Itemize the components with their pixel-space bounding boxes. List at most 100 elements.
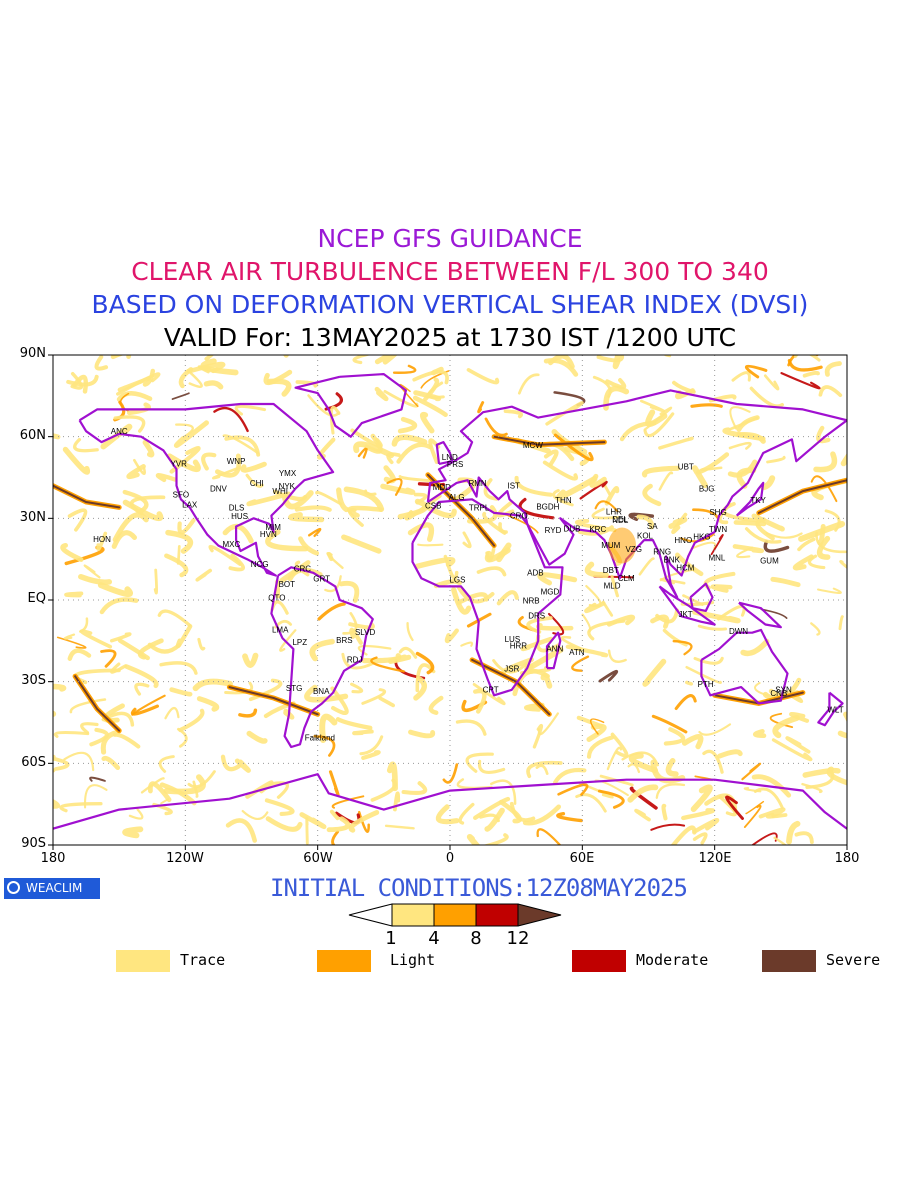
turbulence-streak — [234, 758, 251, 773]
turbulence-streak — [317, 602, 346, 621]
turbulence-streak — [702, 749, 724, 774]
turbulence-streak — [658, 436, 694, 450]
turbulence-streak — [498, 522, 508, 534]
turbulence-streak — [129, 495, 166, 516]
turbulence-streak — [810, 475, 838, 503]
turbulence-streak — [242, 652, 259, 668]
y-tick-60n: 60N — [19, 428, 46, 443]
station-label: RDJ — [347, 655, 363, 664]
turbulence-streak — [163, 774, 206, 795]
turbulence-streak — [294, 505, 332, 512]
turbulence-streak — [584, 561, 609, 578]
turbulence-streak — [79, 617, 89, 633]
turbulence-streak — [101, 755, 121, 771]
turbulence-streak — [455, 719, 487, 736]
turbulence-streak — [665, 758, 679, 777]
turbulence-streak — [818, 385, 843, 398]
turbulence-streak — [83, 564, 101, 579]
station-label: THN — [555, 496, 572, 505]
turbulence-streak — [329, 405, 341, 435]
jet-streak-core — [757, 479, 847, 514]
turbulence-streak — [117, 376, 152, 392]
y-tick-30n: 30N — [19, 510, 46, 525]
turbulence-streak — [725, 795, 744, 820]
coastline — [411, 498, 564, 697]
turbulence-streak — [341, 534, 382, 554]
turbulence-streak — [59, 802, 103, 813]
station-label: VZG — [625, 545, 641, 554]
turbulence-streak — [175, 423, 194, 438]
turbulence-streak — [222, 523, 254, 544]
turbulence-streak — [460, 641, 474, 647]
turbulence-streak — [73, 437, 99, 453]
turbulence-streak — [374, 355, 398, 365]
turbulence-streak — [404, 494, 442, 521]
turbulence-streak — [771, 738, 813, 762]
turbulence-streak — [53, 799, 60, 809]
turbulence-streak — [545, 401, 584, 426]
turbulence-streak — [597, 789, 625, 809]
turbulence-streak — [672, 640, 693, 656]
turbulence-streak — [594, 500, 619, 513]
turbulence-streak — [557, 783, 589, 796]
turbulence-streak — [520, 636, 554, 652]
x-tick-120w: 120W — [166, 851, 204, 866]
turbulence-streak — [324, 392, 343, 411]
turbulence-streak — [122, 489, 149, 515]
turbulence-streak — [692, 508, 719, 520]
turbulence-streak — [361, 750, 381, 760]
turbulence-streak — [347, 505, 383, 518]
turbulence-streak — [692, 609, 741, 624]
title-valid-time: VALID For: 13MAY2025 at 1730 IST /1200 U… — [163, 323, 737, 352]
turbulence-streak — [208, 544, 242, 566]
turbulence-streak — [100, 649, 117, 668]
turbulence-streak — [840, 452, 847, 467]
turbulence-streak — [313, 734, 336, 757]
turbulence-streak — [269, 781, 289, 799]
turbulence-streak — [692, 817, 720, 834]
turbulence-streak — [112, 732, 141, 749]
turbulence-streak — [326, 816, 351, 833]
turbulence-streak — [575, 793, 607, 813]
turbulence-streak — [466, 368, 500, 385]
coastline — [270, 566, 374, 749]
turbulence-streak — [591, 507, 619, 520]
turbulence-streak — [72, 374, 89, 394]
turbulence-streak — [601, 600, 614, 617]
weaclim-logo[interactable]: WEACLIM — [4, 878, 100, 899]
colorbar-label-12: 12 — [506, 928, 530, 949]
turbulence-streak — [732, 544, 765, 554]
turbulence-streak — [305, 816, 309, 845]
turbulence-streak — [97, 582, 134, 598]
turbulence-streak — [628, 512, 655, 521]
turbulence-streak — [663, 727, 686, 746]
station-label: WHI — [272, 487, 288, 496]
turbulence-streak — [729, 416, 759, 431]
turbulence-streak — [131, 694, 166, 716]
turbulence-streak — [349, 627, 363, 645]
turbulence-streak — [802, 767, 841, 778]
turbulence-streak — [407, 522, 435, 542]
turbulence-streak — [579, 480, 608, 500]
station-label: NDL — [612, 516, 629, 525]
turbulence-streak — [794, 831, 814, 845]
turbulence-streak — [514, 475, 553, 497]
turbulence-streak — [465, 752, 494, 773]
turbulence-streak — [681, 808, 715, 821]
turbulence-streak — [350, 428, 383, 449]
station-label: LAX — [182, 500, 198, 509]
station-label: DUB — [564, 524, 581, 533]
coastline — [735, 481, 765, 517]
turbulence-streak — [645, 409, 668, 427]
turbulence-streak — [212, 466, 241, 480]
turbulence-streak — [543, 358, 579, 377]
turbulence-streak — [60, 543, 84, 562]
turbulence-streak — [431, 366, 444, 376]
turbulence-streak — [655, 783, 686, 799]
station-label: BRS — [336, 636, 352, 645]
coastline — [658, 585, 716, 626]
turbulence-streak — [412, 395, 448, 417]
turbulence-streak — [359, 735, 384, 756]
turbulence-streak — [388, 654, 412, 664]
turbulence-streak — [308, 527, 322, 537]
